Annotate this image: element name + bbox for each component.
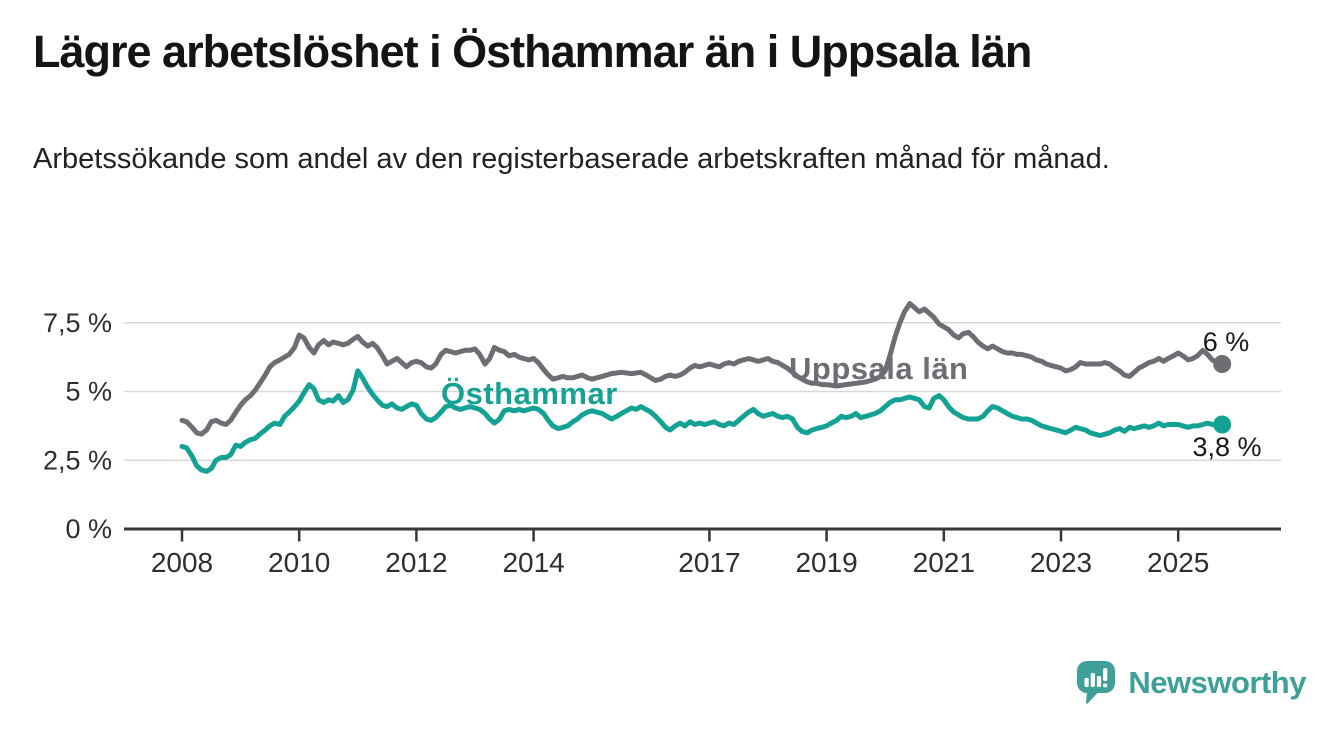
- x-tick-label: 2017: [678, 547, 740, 578]
- bar-chart-speech-bubble-icon: [1077, 661, 1116, 704]
- x-tick-label: 2023: [1030, 547, 1092, 578]
- page-title: Lägre arbetslöshet i Östhammar än i Upps…: [33, 26, 1032, 77]
- x-tick-label: 2025: [1147, 547, 1209, 578]
- newsworthy-logo: Newsworthy: [1077, 661, 1306, 704]
- series-line-osthammar: [179, 368, 1225, 474]
- series-end-dot: [1213, 415, 1232, 434]
- x-tick-label: 2021: [913, 547, 975, 578]
- newsworthy-wordmark: Newsworthy: [1128, 664, 1306, 700]
- series-end-dot: [1213, 355, 1232, 373]
- y-tick-label: 7,5 %: [43, 308, 112, 338]
- y-tick-label: 5 %: [65, 377, 112, 407]
- series-label-osthammar: Östhammar: [441, 376, 618, 411]
- series-end-value-label: 3,8 %: [1192, 432, 1261, 462]
- chart-subtitle: Arbetssökande som andel av den registerb…: [33, 143, 1110, 175]
- x-tick-label: 2014: [502, 547, 564, 578]
- x-tick-label: 2010: [268, 547, 330, 578]
- x-tick-label: 2012: [385, 547, 447, 578]
- x-tick-label: 2019: [795, 547, 857, 578]
- series-line-uppsala-lan: [179, 301, 1225, 437]
- series-end-value-label: 6 %: [1203, 327, 1250, 357]
- y-tick-label: 2,5 %: [43, 445, 112, 475]
- series-label-uppsala-lan: Uppsala län: [789, 351, 969, 386]
- x-tick-label: 2008: [151, 547, 213, 578]
- y-tick-label: 0 %: [65, 514, 112, 544]
